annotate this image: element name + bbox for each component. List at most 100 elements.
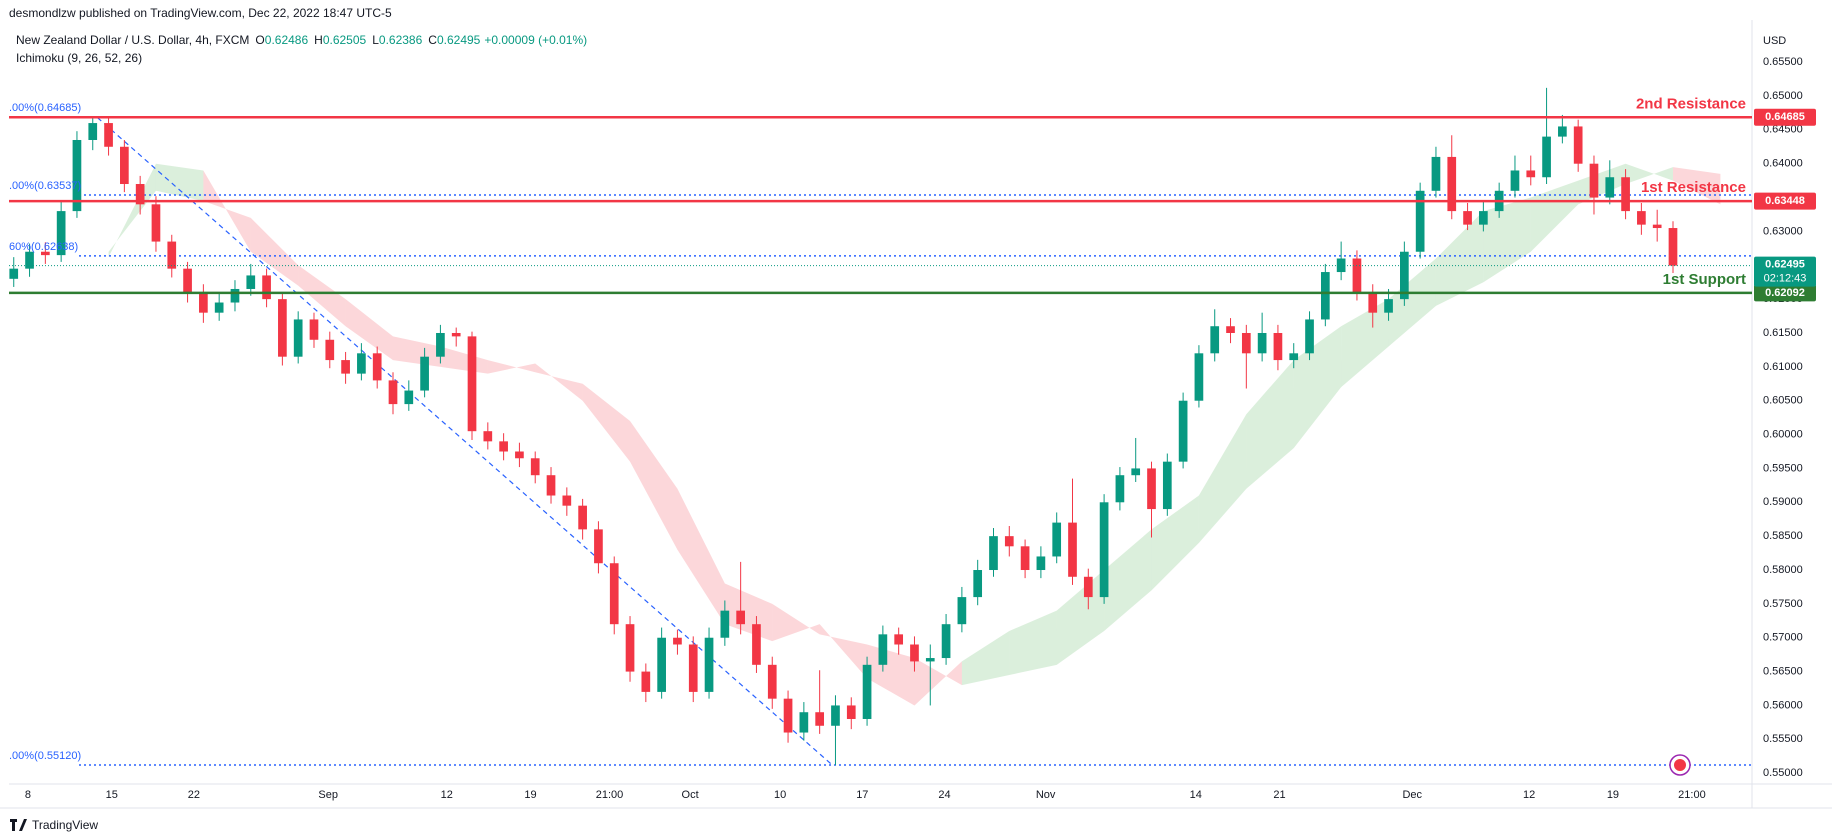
- x-tick-label: 14: [1190, 789, 1202, 801]
- y-tick-label: 0.59500: [1763, 462, 1803, 474]
- candle-body: [1542, 136, 1551, 178]
- candle-body: [1289, 353, 1299, 361]
- fib-label: 60%(0.62638): [9, 241, 78, 253]
- candle-body: [1368, 292, 1378, 313]
- candle-body: [1257, 332, 1267, 354]
- candle-body: [878, 634, 888, 665]
- candle-body: [1131, 468, 1141, 476]
- ichimoku-cloud: [1625, 163, 1673, 185]
- ohlc-value: 0.62495: [437, 33, 481, 47]
- candle-body: [973, 570, 983, 598]
- candle-body: [309, 319, 319, 340]
- candle-body: [1115, 475, 1125, 503]
- candle-body: [641, 671, 651, 692]
- candle-body: [894, 634, 904, 645]
- candle-body: [230, 288, 240, 303]
- y-tick-label: 0.56000: [1763, 699, 1803, 711]
- countdown: 02:12:43: [1764, 273, 1807, 285]
- y-tick-label: 0.57500: [1763, 598, 1803, 610]
- candle-body: [609, 563, 619, 625]
- x-tick-label: 19: [524, 789, 536, 801]
- candle-body: [925, 658, 935, 662]
- candle-body: [530, 458, 540, 476]
- last-price-label: 0.62495: [1765, 259, 1805, 271]
- x-tick-label: 21:00: [596, 789, 624, 801]
- candle-body: [1621, 177, 1630, 212]
- candle-body: [657, 637, 666, 692]
- x-tick-label: 10: [774, 789, 786, 801]
- ichimoku-cloud: [1483, 197, 1531, 283]
- candle-body: [1352, 258, 1362, 293]
- x-tick-label: Oct: [682, 789, 699, 801]
- y-tick-label: 0.55000: [1763, 767, 1803, 779]
- footer-logo: [10, 819, 27, 831]
- candle-body: [1241, 332, 1251, 354]
- indicator-label: Ichimoku (9, 26, 52, 26): [16, 51, 142, 65]
- price-tag: [1754, 108, 1816, 126]
- ichimoku-cloud: [677, 488, 725, 625]
- ichimoku-cloud: [1151, 495, 1199, 591]
- price-tag-label: 0.63448: [1765, 195, 1805, 207]
- level-label: 1st Support: [1663, 271, 1746, 288]
- change: +0.00009 (+0.01%): [484, 33, 587, 47]
- ichimoku-cloud: [1009, 610, 1057, 675]
- candle-body: [562, 495, 572, 506]
- candle-body: [183, 268, 192, 293]
- candle-body: [357, 353, 366, 374]
- y-tick-label: 0.64000: [1763, 158, 1803, 170]
- y-tick-label: 0.61000: [1763, 361, 1803, 373]
- candle-body: [1558, 126, 1567, 137]
- candle-body: [1020, 546, 1030, 571]
- candle-body: [199, 292, 208, 313]
- candle-body: [214, 302, 224, 313]
- candle-body: [388, 380, 398, 405]
- level-label: 1st Resistance: [1641, 179, 1746, 196]
- x-tick-label: 12: [441, 789, 453, 801]
- candle-body: [815, 712, 825, 726]
- candle-body: [56, 211, 66, 256]
- x-tick-label: 17: [856, 789, 868, 801]
- y-tick-label: 0.56500: [1763, 665, 1803, 677]
- y-tick-label: 0.58500: [1763, 530, 1803, 542]
- candle-body: [325, 339, 335, 361]
- candle-body: [1526, 170, 1536, 178]
- trend-line: [97, 117, 833, 766]
- candle-body: [910, 644, 919, 662]
- ichimoku-cloud: [155, 163, 204, 201]
- candle-body: [436, 332, 445, 357]
- candle-body: [1431, 156, 1441, 191]
- x-tick-label: 24: [938, 789, 950, 801]
- candle-body: [799, 712, 809, 733]
- candle-body: [704, 637, 714, 692]
- y-tick-label: 0.59000: [1763, 496, 1803, 508]
- candle-body: [151, 204, 161, 242]
- candle-body: [1447, 156, 1457, 212]
- ohlc-value: 0.62486: [265, 33, 309, 47]
- candle-body: [483, 431, 493, 442]
- candle-body: [1273, 332, 1283, 361]
- ichimoku-cloud: [914, 658, 962, 706]
- candle-body: [25, 251, 34, 269]
- candle-body: [104, 123, 113, 147]
- candle-body: [40, 251, 50, 256]
- brand: TradingView: [32, 818, 98, 832]
- candle-body: [1384, 299, 1393, 313]
- y-tick-label: 0.65500: [1763, 56, 1803, 68]
- price-tag: [1754, 284, 1816, 302]
- ichimoku-cloud: [1246, 360, 1294, 489]
- candle-body: [120, 146, 129, 185]
- ichimoku-cloud: [1293, 326, 1342, 449]
- publisher: desmondlzw published on TradingView.com,…: [9, 6, 392, 20]
- symbol: New Zealand Dollar / U.S. Dollar, 4h, FX…: [16, 33, 249, 47]
- ichimoku-cloud: [1530, 180, 1579, 252]
- candle-body: [1052, 522, 1062, 557]
- price-tag: [1754, 192, 1816, 210]
- candle-body: [1668, 228, 1678, 266]
- candle-body: [1652, 224, 1662, 229]
- fib-label: .00%(0.64685): [9, 102, 81, 114]
- candle-body: [9, 268, 19, 279]
- ichimoku-cloud: [108, 163, 156, 258]
- x-tick-label: Dec: [1402, 789, 1422, 801]
